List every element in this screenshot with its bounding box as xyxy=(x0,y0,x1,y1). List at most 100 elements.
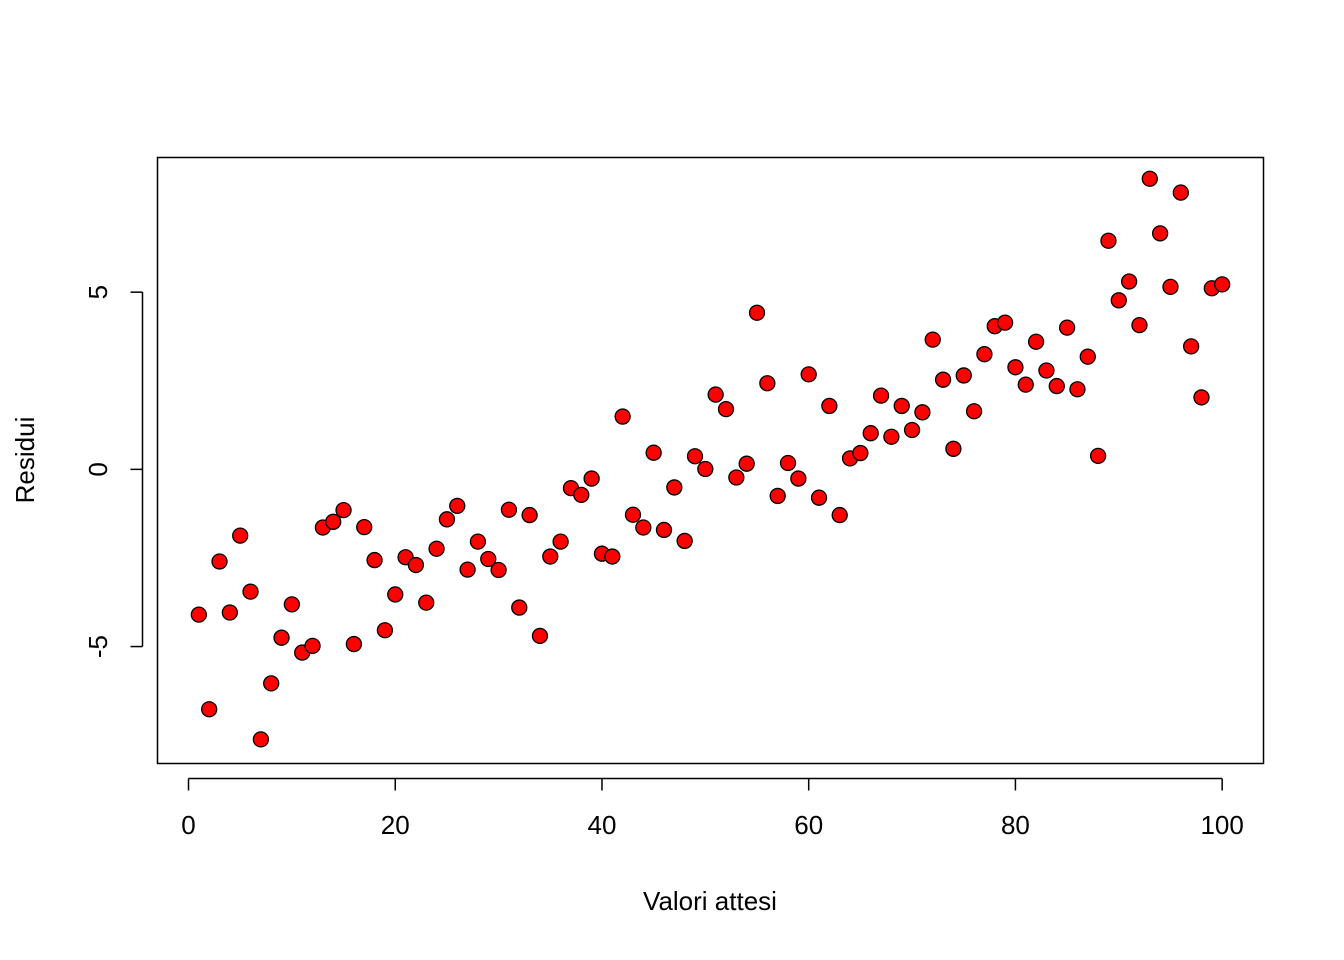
data-point xyxy=(232,527,249,544)
y-axis: -5 0 5 xyxy=(83,285,144,658)
data-point xyxy=(1089,447,1107,465)
x-tick-label: 40 xyxy=(588,810,617,840)
data-point xyxy=(1038,362,1055,379)
data-point xyxy=(1007,359,1024,376)
data-point xyxy=(717,400,735,418)
data-point xyxy=(376,622,394,639)
data-point xyxy=(914,404,931,421)
data-point xyxy=(469,533,487,550)
data-point xyxy=(862,425,879,442)
data-point xyxy=(573,486,590,504)
data-point xyxy=(707,386,724,403)
data-point xyxy=(903,421,921,439)
data-point xyxy=(1079,348,1096,365)
data-point xyxy=(748,304,766,321)
x-axis-label: Valori attesi xyxy=(643,886,777,916)
data-points xyxy=(190,170,1231,748)
x-tick-label: 0 xyxy=(181,810,195,840)
data-point xyxy=(769,487,786,505)
data-point xyxy=(1058,319,1076,336)
data-point xyxy=(1120,273,1138,290)
data-point xyxy=(893,397,910,415)
data-point xyxy=(996,314,1014,331)
data-point xyxy=(1162,278,1179,296)
data-point xyxy=(1027,333,1045,350)
data-point xyxy=(1172,184,1189,201)
data-point xyxy=(645,444,662,461)
data-point xyxy=(965,403,983,420)
data-point xyxy=(738,455,755,472)
data-point xyxy=(345,635,363,653)
data-point xyxy=(1017,376,1034,393)
data-point xyxy=(583,470,600,487)
data-point xyxy=(511,599,528,616)
data-point xyxy=(635,519,652,536)
data-point xyxy=(624,506,642,523)
data-point xyxy=(366,551,383,569)
data-point xyxy=(1214,276,1231,293)
data-point xyxy=(221,604,239,621)
data-point xyxy=(666,479,683,496)
data-point xyxy=(407,556,425,574)
data-point xyxy=(335,501,352,519)
x-axis: 0 20 40 60 80 100 xyxy=(181,777,1244,840)
data-point xyxy=(1048,377,1065,395)
data-point xyxy=(252,731,270,748)
plot-frame xyxy=(156,156,1265,765)
data-point xyxy=(201,701,218,718)
y-axis-label: Residui xyxy=(10,417,40,504)
data-point xyxy=(676,532,693,550)
data-point xyxy=(697,460,714,478)
y-tick-label: 0 xyxy=(83,462,113,476)
data-point xyxy=(552,533,569,550)
data-point xyxy=(418,594,435,611)
data-point xyxy=(883,428,900,445)
data-point xyxy=(800,366,817,383)
data-point xyxy=(779,454,797,472)
data-point xyxy=(356,518,373,536)
data-point xyxy=(438,511,456,528)
data-point xyxy=(449,497,466,515)
data-point xyxy=(810,489,828,506)
data-point xyxy=(542,548,559,565)
data-point xyxy=(1110,292,1127,309)
y-tick-label: -5 xyxy=(83,635,113,658)
data-point xyxy=(1131,316,1148,334)
data-point xyxy=(759,375,776,392)
data-point xyxy=(1151,225,1169,242)
data-point xyxy=(521,506,538,524)
data-point xyxy=(852,444,869,462)
x-tick-label: 60 xyxy=(794,810,823,840)
data-point xyxy=(955,367,972,384)
data-point xyxy=(387,586,404,603)
data-point xyxy=(283,596,301,613)
x-tick-label: 100 xyxy=(1200,810,1243,840)
data-point xyxy=(790,470,807,487)
data-point xyxy=(500,501,518,518)
data-point xyxy=(1069,381,1086,398)
data-point xyxy=(190,606,207,623)
data-point xyxy=(976,346,993,363)
y-tick-label: 5 xyxy=(83,285,113,299)
data-point xyxy=(924,331,941,348)
data-point xyxy=(686,448,704,465)
data-point xyxy=(211,553,228,570)
data-point xyxy=(304,637,321,654)
data-point xyxy=(1100,232,1117,249)
data-point xyxy=(934,371,952,388)
data-point xyxy=(490,561,507,579)
data-point xyxy=(242,583,259,600)
data-point xyxy=(263,675,280,692)
data-point xyxy=(1182,338,1200,355)
data-point xyxy=(1193,389,1210,406)
data-point xyxy=(655,521,673,539)
data-point xyxy=(273,629,290,646)
data-point xyxy=(1141,170,1158,187)
data-point xyxy=(872,387,890,404)
data-point xyxy=(945,440,962,457)
data-point xyxy=(428,540,445,557)
data-point xyxy=(831,506,848,524)
x-tick-label: 80 xyxy=(1001,810,1030,840)
data-point xyxy=(821,397,838,415)
